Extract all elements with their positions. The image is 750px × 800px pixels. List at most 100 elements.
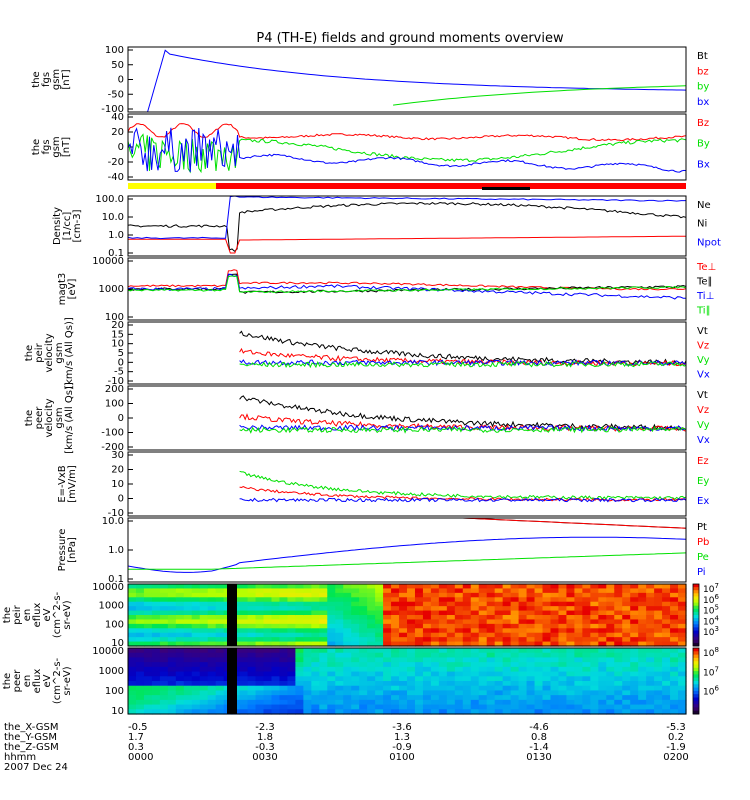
spectrogram-cell	[407, 709, 416, 715]
spectrogram-cell	[183, 685, 193, 692]
spectrogram-cell	[247, 592, 257, 598]
spectrogram-cell	[654, 588, 663, 594]
legend-Ez: Ez	[697, 456, 709, 467]
spectrogram-cell	[502, 615, 512, 621]
y-tick-label: -20	[108, 157, 124, 168]
y-tick-label: 0	[118, 494, 124, 505]
spectrogram-cell	[279, 610, 289, 616]
spectrogram-cell	[622, 641, 631, 647]
spectrogram-cell	[454, 652, 464, 659]
spectrogram-cell	[430, 606, 440, 612]
spectrogram-cell	[630, 652, 639, 659]
spectrogram-cell	[207, 704, 217, 710]
spectrogram-cell	[414, 632, 424, 638]
spectrogram-cell	[462, 666, 472, 673]
spectrogram-cell	[128, 588, 137, 594]
spectrogram-cell	[255, 685, 265, 692]
spectrogram-cell	[319, 606, 328, 612]
spectrogram-cell	[263, 685, 273, 692]
spectrogram-cell	[542, 699, 552, 706]
spectrogram-cell	[319, 632, 328, 638]
legend-Ni: Ni	[697, 219, 707, 230]
spectrogram-cell	[383, 588, 392, 594]
spectrogram-cell	[414, 628, 424, 634]
spectrogram-cell	[407, 584, 416, 590]
spectrogram-cell	[311, 704, 320, 710]
colorbar-cell	[693, 627, 699, 631]
spectrogram-cell	[462, 641, 472, 647]
spectrogram-cell	[526, 597, 536, 603]
spectrogram-cell	[566, 699, 575, 706]
spectrogram-cell	[654, 619, 663, 625]
spectrogram-cell	[598, 619, 607, 625]
spectrogram-cell	[502, 671, 512, 677]
spectrogram-cell	[558, 597, 568, 603]
spectrogram-cell	[558, 709, 568, 715]
spectrogram-cell	[263, 699, 273, 706]
spectrogram-cell	[646, 615, 655, 621]
spectrogram-cell	[287, 584, 296, 590]
spectrogram-cell	[359, 699, 368, 706]
spectrogram-cell	[375, 690, 384, 696]
spectrogram-cell	[375, 699, 384, 706]
spectrogram-cell	[558, 662, 568, 668]
spectrogram-cell	[614, 623, 623, 629]
panel-ylabel: magt3[eV]	[57, 273, 78, 306]
spectrogram-cell	[574, 584, 583, 590]
spectrogram-cell	[542, 652, 552, 659]
spectrogram-cell	[502, 676, 512, 682]
panel-lines	[128, 269, 686, 300]
spectrogram-cell	[391, 641, 400, 647]
spectrogram-cell	[303, 592, 312, 598]
spectrogram-cell	[494, 637, 504, 643]
y-tick-label: 100	[105, 619, 124, 630]
legend-Vz: Vz	[697, 405, 709, 416]
spectrogram-cell	[582, 671, 591, 677]
spectrogram-cell	[502, 601, 512, 607]
spectrogram-cell	[327, 676, 336, 682]
legend-Vx: Vx	[697, 435, 710, 446]
spectrogram-cell	[303, 681, 312, 687]
spectrogram-cell	[303, 695, 312, 701]
spectrogram-cell	[375, 588, 384, 594]
colorbar-cell	[693, 602, 699, 607]
spectrogram-cell	[502, 648, 512, 654]
spectrogram-cell	[550, 704, 560, 710]
spectrogram-cell	[151, 695, 161, 701]
spectrogram-cell	[582, 676, 591, 682]
spectrogram-cell	[606, 606, 615, 612]
spectrogram-cell	[558, 606, 568, 612]
panel-ylabel-line: fgs	[41, 139, 52, 154]
spectrogram-cell	[327, 699, 336, 706]
spectrogram-cell	[263, 709, 273, 715]
spectrogram-cell	[207, 584, 217, 590]
spectrogram-cell	[199, 584, 209, 590]
legend-Vt: Vt	[697, 390, 708, 401]
spectrogram-cell	[654, 601, 663, 607]
spectrogram-cell	[670, 601, 679, 607]
spectrogram-cell	[399, 623, 408, 629]
colorbar-exp: 7	[714, 665, 718, 673]
spectrogram-cell	[606, 681, 615, 687]
spectrogram-cell	[574, 671, 583, 677]
spectrogram-cell	[494, 584, 504, 590]
spectrogram-cell	[678, 637, 687, 643]
spectrogram-cell	[351, 666, 360, 673]
spectrogram-cell	[510, 648, 520, 654]
spectrogram-cell	[191, 610, 201, 616]
spectrogram-cell	[271, 695, 281, 701]
spectrogram-cell	[135, 709, 145, 715]
spectrogram-cell	[454, 637, 464, 643]
spectrogram-cell	[534, 671, 544, 677]
spectrogram-cell	[422, 628, 432, 634]
spectrogram-cell	[167, 690, 177, 696]
spectrogram-cell	[462, 610, 472, 616]
x-row-value: 0.2	[668, 732, 684, 743]
panel-lines	[239, 330, 686, 369]
spectrogram-cell	[422, 704, 432, 710]
panel-ylabel-line: (cm^2-s-	[52, 657, 63, 704]
spectrogram-cell	[407, 666, 416, 673]
x-row-value: -1.4	[529, 742, 549, 753]
spectrogram-cell	[287, 597, 296, 603]
spectrogram-cell	[327, 601, 336, 607]
